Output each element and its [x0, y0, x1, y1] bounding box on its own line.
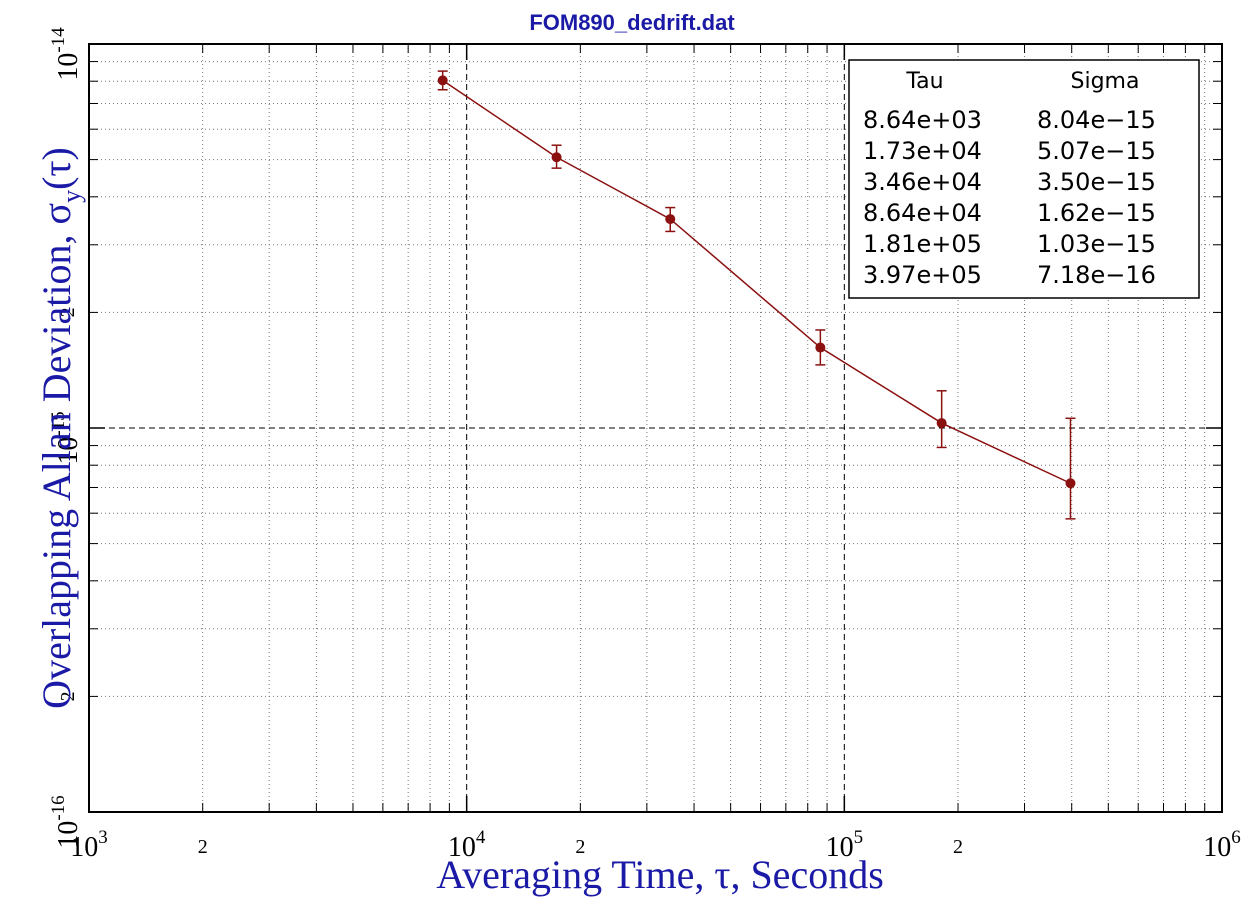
legend-sigma-value: 1.62e−15 [1037, 199, 1156, 227]
x-tick-label: 103 [70, 827, 108, 863]
y-axis-title-main: Overlapping Allan Deviation, σ [34, 203, 79, 709]
data-series [437, 70, 1076, 520]
legend-tau-value: 3.97e+05 [863, 261, 982, 289]
y-tick-label: 10-16 [48, 795, 84, 848]
legend-tau-value: 8.64e+04 [863, 199, 982, 227]
y-axis-title-subscript: y [57, 190, 86, 203]
data-point [936, 418, 947, 429]
legend-sigma-value: 1.03e−15 [1037, 230, 1156, 258]
legend-sigma-value: 5.07e−15 [1037, 137, 1156, 165]
legend-sigma-value: 8.04e−15 [1037, 106, 1156, 134]
x-tick-label: 2 [953, 836, 963, 858]
legend-header-tau: Tau [905, 69, 943, 94]
y-axis-title: Overlapping Allan Deviation, σy(τ) [34, 147, 86, 709]
data-point [815, 342, 826, 353]
legend-header-sigma: Sigma [1071, 69, 1140, 94]
x-tick-label: 2 [198, 836, 208, 858]
x-tick-label: 106 [1203, 827, 1241, 863]
axis-ticks [88, 43, 1223, 813]
chart-subtitle: FOM890_dedrift.dat [529, 10, 735, 35]
legend-tau-value: 1.73e+04 [863, 137, 982, 165]
legend-sigma-value: 7.18e−16 [1037, 261, 1156, 289]
major-decade-lines [89, 44, 1222, 812]
x-tick-label: 2 [575, 836, 585, 858]
legend: Tau Sigma 8.64e+03 8.04e−15 1.73e+04 5.07e−… [848, 59, 1200, 299]
legend-box [848, 59, 1200, 299]
legend-tau-value: 1.81e+05 [863, 230, 982, 258]
x-axis-title: Averaging Time, τ, Seconds [436, 852, 884, 897]
x-tick-label: 104 [448, 827, 486, 863]
y-tick-labels: 10-16 2 10-15 2 10-14 [48, 27, 84, 849]
legend-sigma-value: 3.50e−15 [1037, 168, 1156, 196]
data-point [1065, 478, 1076, 489]
y-tick-label: 2 [57, 691, 79, 701]
x-tick-labels: 103 2 104 2 105 2 106 [70, 827, 1241, 863]
series-line [442, 79, 1071, 484]
y-axis-title-tail: (τ) [34, 147, 79, 190]
legend-rows: 8.64e+03 8.04e−15 1.73e+04 5.07e−15 3.46e+04… [863, 106, 1156, 289]
data-point [551, 152, 562, 163]
data-point [437, 75, 448, 86]
legend-tau-value: 3.46e+04 [863, 168, 982, 196]
y-tick-label: 10-15 [48, 411, 84, 464]
x-tick-label: 105 [826, 827, 864, 863]
y-tick-label: 10-14 [48, 27, 84, 81]
data-point [665, 214, 676, 225]
y-tick-label: 2 [57, 307, 79, 317]
legend-tau-value: 8.64e+03 [863, 106, 982, 134]
